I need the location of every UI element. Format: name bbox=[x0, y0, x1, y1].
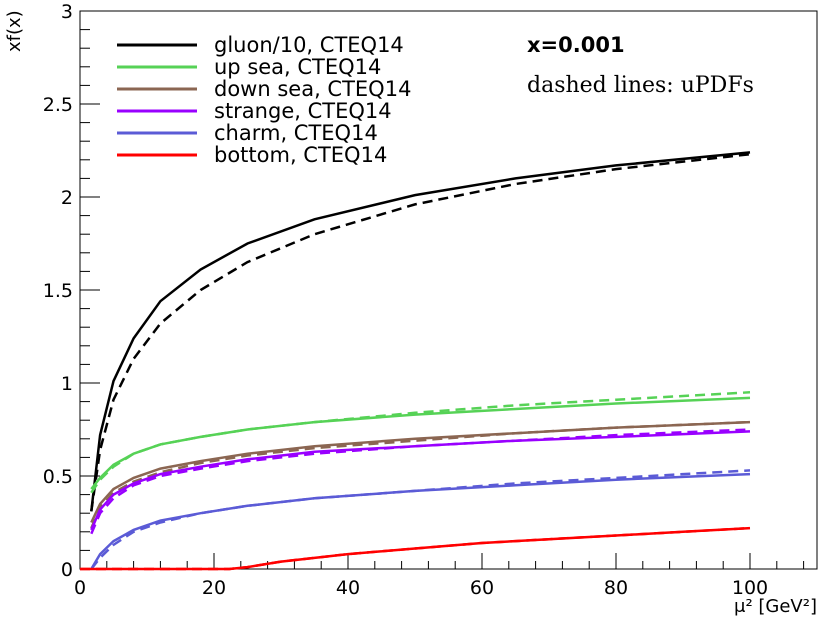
tick-labels: 0 20 40 60 80 100 0 0.5 1 1.5 2 2.5 3 bbox=[43, 1, 768, 599]
x-value-annotation: x=0.001 bbox=[527, 33, 625, 57]
series-0-dashed-line bbox=[90, 152, 751, 512]
y-tick-label: 1 bbox=[61, 373, 73, 395]
y-tick-label: 2 bbox=[61, 187, 73, 209]
series-4-dashed-line bbox=[90, 469, 751, 570]
y-tick-label: 0.5 bbox=[43, 466, 73, 488]
legend-label: charm, CTEQ14 bbox=[214, 121, 378, 145]
legend-label: down sea, CTEQ14 bbox=[214, 77, 411, 101]
x-tick-label: 80 bbox=[604, 577, 628, 599]
series-3-solid-line bbox=[90, 430, 751, 531]
series-5-solid-line bbox=[80, 526, 751, 571]
series-0-solid-line bbox=[90, 151, 751, 512]
legend-label: bottom, CTEQ14 bbox=[214, 143, 387, 167]
series-2-solid-line bbox=[90, 420, 751, 524]
curves bbox=[80, 151, 751, 571]
y-axis-title: xf(x) bbox=[4, 10, 25, 52]
y-tick-label: 2.5 bbox=[43, 94, 73, 116]
y-tick-label: 0 bbox=[61, 559, 73, 581]
dashed-lines-annotation: dashed lines: uPDFs bbox=[527, 73, 754, 98]
legend-label: gluon/10, CTEQ14 bbox=[214, 33, 404, 57]
x-axis-title: μ² [GeV²] bbox=[734, 596, 817, 617]
legend-label: up sea, CTEQ14 bbox=[214, 55, 381, 79]
x-tick-label: 20 bbox=[202, 577, 226, 599]
y-tick-label: 1.5 bbox=[43, 280, 73, 302]
legend-label: strange, CTEQ14 bbox=[214, 99, 392, 123]
x-tick-label: 100 bbox=[732, 577, 768, 599]
series-1-solid-line bbox=[90, 396, 751, 490]
axis-ticks bbox=[79, 10, 805, 570]
x-tick-label: 40 bbox=[336, 577, 360, 599]
y-tick-label: 3 bbox=[61, 1, 73, 23]
x-tick-label: 60 bbox=[470, 577, 494, 599]
series-4-solid-line bbox=[90, 472, 751, 570]
x-tick-label: 0 bbox=[74, 577, 86, 599]
